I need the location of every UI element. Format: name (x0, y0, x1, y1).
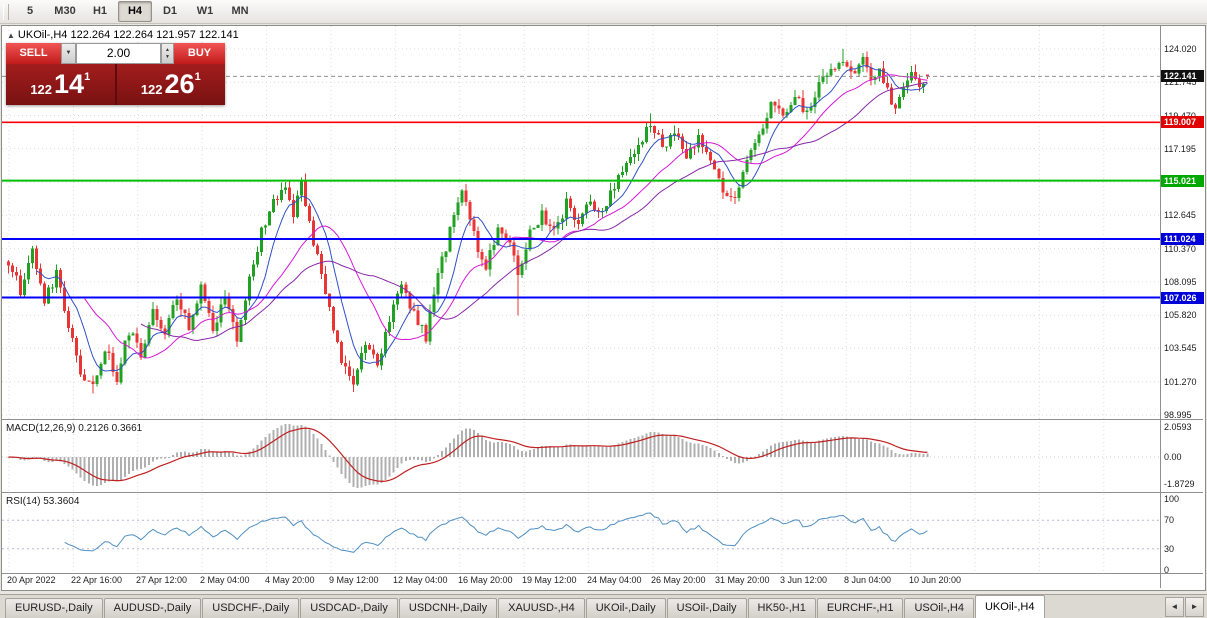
chart-tab-usoil-h4[interactable]: USOil-,H4 (904, 598, 974, 618)
timeframe-button-5[interactable]: 5 (26, 5, 34, 17)
price-axis-label: 110.370 (1164, 244, 1196, 254)
volume-input[interactable]: 2.00 (76, 43, 161, 64)
timeframe-button-h4[interactable]: H4 (118, 1, 152, 22)
timeframe-button-d1[interactable]: D1 (162, 5, 178, 17)
chart-tab-eurchf-h1[interactable]: EURCHF-,H1 (816, 598, 904, 618)
buy-price-sup: 1 (194, 71, 201, 83)
time-axis-label: 27 Apr 12:00 (136, 575, 188, 585)
time-axis-label: 2 May 04:00 (200, 575, 250, 585)
timeframe-button-w1[interactable]: W1 (196, 5, 214, 17)
one-click-trading-panel: SELL ▼ 2.00 ▲ ▼ BUY 122 14 1 122 26 1 (6, 43, 225, 105)
volume-dropdown-button[interactable]: ▼ (61, 43, 76, 64)
pane-separator-macd-rsi[interactable] (2, 492, 1203, 493)
time-axis-label: 24 May 04:00 (587, 575, 642, 585)
volume-spinner[interactable]: ▲ ▼ (161, 43, 174, 64)
candlestick-chart[interactable] (2, 26, 1160, 588)
one-click-prices-row: 122 14 1 122 26 1 (6, 64, 225, 105)
chart-tab-ukoil-daily[interactable]: UKOil-,Daily (585, 598, 666, 618)
chart-title-text: UKOil-,H4 122.264 122.264 121.957 122.14… (17, 29, 239, 41)
timeframe-button-m30[interactable]: M30 (54, 5, 76, 17)
sell-price-sup: 1 (84, 71, 91, 83)
price-badge-119.007: 119.007 (1161, 116, 1204, 128)
price-badge-122.141: 122.141 (1161, 70, 1204, 82)
price-axis-label: 108.095 (1164, 277, 1197, 287)
buy-price-big: 122 (140, 82, 163, 97)
price-badge-111.024: 111.024 (1161, 233, 1204, 245)
one-click-controls-row: SELL ▼ 2.00 ▲ ▼ BUY (6, 43, 225, 64)
rsi-axis-label: 70 (1164, 515, 1175, 525)
time-axis-label: 4 May 20:00 (265, 575, 315, 585)
buy-price-display[interactable]: 122 26 1 (117, 64, 226, 105)
rsi-axis-label: 0 (1164, 565, 1170, 575)
price-axis-label: 121.745 (1164, 77, 1197, 87)
chart-tab-bar: EURUSD-,Daily AUDUSD-,Daily USDCHF-,Daily U… (0, 594, 1207, 618)
macd-axis-label: 2.0593 (1164, 422, 1192, 432)
time-axis[interactable]: 20 Apr 2022 22 Apr 16:00 27 Apr 12:00 2 May… (2, 575, 1160, 588)
spinner-down-icon[interactable]: ▼ (165, 53, 170, 60)
tab-scroll-buttons: ◄ ► (1164, 596, 1204, 617)
rsi-axis-label: 30 (1164, 544, 1175, 554)
time-axis-label: 19 May 12:00 (522, 575, 577, 585)
pane-separator-rsi-timeaxis (2, 573, 1203, 574)
toolbar-grip[interactable] (3, 3, 9, 20)
time-axis-label: 3 Jun 12:00 (780, 575, 828, 585)
price-axis[interactable]: 124.020121.745119.470117.195114.920112.6… (1160, 26, 1204, 588)
price-axis-label: 103.545 (1164, 343, 1197, 353)
one-click-collapse-icon[interactable]: ▲ (7, 31, 15, 40)
sell-price-big: 122 (30, 82, 53, 97)
time-axis-label: 16 May 20:00 (458, 575, 513, 585)
buy-button[interactable]: BUY (174, 43, 225, 64)
price-axis-label: 98.995 (1164, 410, 1192, 420)
chart-window: ▲ UKOil-,H4 122.264 122.264 121.957 122.1… (1, 25, 1206, 591)
rsi-axis-label: 100 (1164, 494, 1180, 504)
price-axis-label: 124.020 (1164, 44, 1197, 54)
price-divider (114, 64, 117, 105)
chart-tab-xauusd-h4[interactable]: XAUUSD-,H4 (498, 598, 585, 618)
macd-indicator-label: MACD(12,26,9) 0.2126 0.3661 (6, 423, 143, 434)
arrow-left-icon: ◄ (1170, 601, 1179, 611)
price-axis-label: 117.195 (1164, 144, 1196, 154)
chart-tab-audusd-daily[interactable]: AUDUSD-,Daily (103, 598, 202, 618)
sell-price-display[interactable]: 122 14 1 (6, 64, 115, 105)
chart-tab-eurusd-daily[interactable]: EURUSD-,Daily (5, 598, 103, 618)
tab-scroll-left-button[interactable]: ◄ (1165, 596, 1184, 617)
sell-price-pips: 14 (54, 69, 85, 99)
time-axis-label: 20 Apr 2022 (7, 575, 56, 585)
chart-tab-usdcnh-daily[interactable]: USDCNH-,Daily (398, 598, 498, 618)
chevron-down-icon: ▼ (65, 50, 72, 56)
time-axis-label: 22 Apr 16:00 (71, 575, 123, 585)
price-axis-label: 101.270 (1164, 377, 1197, 387)
price-axis-label: 105.820 (1164, 310, 1197, 320)
chart-tab-usdcad-daily[interactable]: USDCAD-,Daily (300, 598, 398, 618)
rsi-indicator-label: RSI(14) 53.3604 (6, 496, 80, 507)
buy-price-pips: 26 (164, 69, 195, 99)
timeframe-buttons: 5 M30 H1 H4 D1 W1 MN (13, 1, 258, 22)
macd-axis-label: -1.8729 (1164, 479, 1195, 489)
chart-ohlc-title: ▲ UKOil-,H4 122.264 122.264 121.957 122.1… (7, 29, 239, 41)
arrow-right-icon: ► (1190, 601, 1199, 611)
time-axis-label: 26 May 20:00 (651, 575, 706, 585)
timeframe-button-mn[interactable]: MN (231, 5, 249, 17)
chart-tab-usoil-daily[interactable]: USOil-,Daily (666, 598, 747, 618)
price-badge-107.026: 107.026 (1161, 292, 1204, 304)
time-axis-label: 8 Jun 04:00 (844, 575, 892, 585)
price-axis-label: 112.645 (1164, 210, 1196, 220)
chart-tabs: EURUSD-,Daily AUDUSD-,Daily USDCHF-,Daily U… (5, 595, 1046, 618)
time-axis-label: 9 May 12:00 (329, 575, 379, 585)
time-axis-label: 12 May 04:00 (393, 575, 448, 585)
tab-scroll-right-button[interactable]: ► (1185, 596, 1204, 617)
sell-button[interactable]: SELL (6, 43, 61, 64)
chart-tab-usdchf-daily[interactable]: USDCHF-,Daily (202, 598, 300, 618)
time-axis-label: 10 Jun 20:00 (909, 575, 962, 585)
time-axis-label: 31 May 20:00 (715, 575, 770, 585)
price-badge-115.021: 115.021 (1161, 175, 1204, 187)
spinner-up-icon[interactable]: ▲ (165, 46, 170, 53)
timeframe-toolbar: 5 M30 H1 H4 D1 W1 MN (0, 0, 1207, 24)
chart-tab-ukoil-h4[interactable]: UKOil-,H4 (974, 595, 1045, 618)
chart-tab-hk50-h1[interactable]: HK50-,H1 (747, 598, 816, 618)
macd-axis-label: 0.00 (1164, 452, 1182, 462)
timeframe-button-h1[interactable]: H1 (92, 5, 108, 17)
pane-separator-main-macd[interactable] (2, 419, 1203, 420)
